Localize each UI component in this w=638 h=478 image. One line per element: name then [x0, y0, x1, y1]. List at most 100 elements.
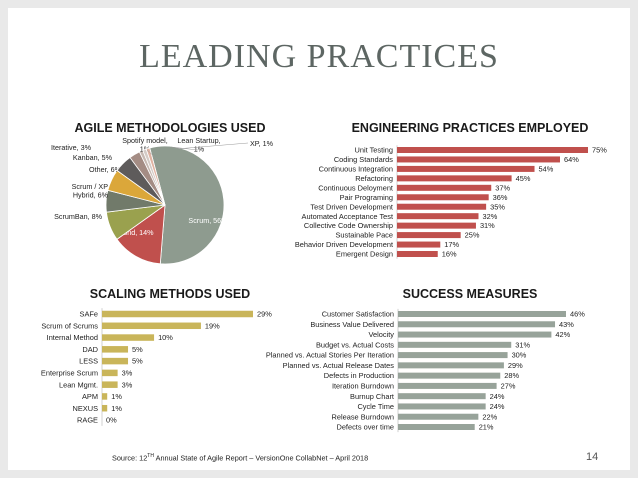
- bar-apm: [102, 393, 108, 400]
- bar-collective-code-ownership: [397, 222, 476, 229]
- value-label: 42%: [555, 330, 570, 339]
- page-number: 14: [586, 451, 599, 463]
- value-label: 19%: [205, 321, 220, 330]
- pie-label-hybrid: Hybrid, 14%: [114, 228, 154, 237]
- category-label: Cycle Time: [357, 402, 394, 411]
- pie-label-other: Other, 6%: [89, 165, 122, 174]
- bar-pair-programing: [397, 194, 489, 201]
- category-label: Release Burndown: [332, 412, 394, 421]
- bar-customer-satisfaction: [398, 311, 566, 317]
- pie-slice-xp: [145, 147, 166, 206]
- category-label: Collective Code Ownership: [304, 221, 393, 230]
- success-chart-title: SUCCESS MEASURES: [402, 287, 538, 301]
- category-label: LESS: [79, 357, 98, 366]
- value-label: 75%: [592, 146, 607, 155]
- pie-label-scrum-xp-hybrid: Scrum / XP Hybrid, 6%: [72, 182, 109, 200]
- value-label: 43%: [559, 320, 574, 329]
- pie-slice-scrum: [149, 145, 225, 265]
- category-label: Test Driven Development: [310, 202, 393, 211]
- category-label: Planned vs. Actual Release Dates: [283, 361, 395, 370]
- bar-budget-vs-actual-costs: [398, 341, 512, 348]
- value-label: 32%: [482, 212, 497, 221]
- value-label: 22%: [482, 412, 497, 421]
- category-label: APM: [82, 392, 98, 401]
- pie-label-kanban: Kanban, 5%: [73, 153, 113, 162]
- value-label: 21%: [479, 423, 494, 432]
- value-label: 29%: [508, 361, 523, 370]
- bar-emergent-design: [397, 251, 438, 257]
- pie-label-lean-startup: Lean Startup, 1%: [177, 136, 220, 154]
- category-label: Velocity: [369, 330, 395, 339]
- value-label: 10%: [158, 333, 173, 342]
- value-label: 1%: [111, 392, 122, 401]
- category-label: SAFe: [80, 310, 98, 319]
- category-label: Budget vs. Actual Costs: [316, 340, 394, 349]
- bar-burnup-chart: [398, 393, 486, 400]
- value-label: 3%: [122, 368, 133, 377]
- bar-continuous-integration: [397, 165, 535, 172]
- pie-label-iterative: Iterative, 3%: [51, 143, 92, 152]
- value-label: 24%: [490, 402, 505, 411]
- bar-lean-mgmt: [102, 381, 118, 388]
- category-label: Lean Mgmt.: [59, 380, 98, 389]
- category-label: Defects in Production: [324, 371, 394, 380]
- value-label: 36%: [493, 193, 508, 202]
- bar-unit-testing: [397, 147, 588, 153]
- category-label: Coding Standards: [334, 155, 393, 164]
- bar-automated-acceptance-test: [397, 213, 479, 220]
- bar-scrum-of-scrums: [102, 322, 201, 330]
- value-label: 25%: [465, 231, 480, 240]
- bar-sustainable-pace: [397, 232, 461, 239]
- category-label: Continuous Deloyment: [318, 183, 393, 192]
- bar-test-driven-development: [397, 203, 487, 210]
- source-prefix: Source: 12: [112, 453, 148, 463]
- category-label: Scrum of Scrums: [41, 321, 98, 330]
- value-label: 64%: [564, 155, 579, 164]
- category-label: Iteration Burndown: [332, 382, 394, 391]
- category-label: Sustainable Pace: [335, 231, 393, 240]
- value-label: 3%: [122, 380, 133, 389]
- source-rest: Annual State of Agile Report – VersionOn…: [153, 453, 369, 463]
- pie-label-scrumban: ScrumBan, 8%: [54, 212, 103, 221]
- value-label: 16%: [442, 250, 457, 259]
- category-label: Internal Method: [47, 333, 98, 342]
- bar-business-value-delivered: [398, 321, 556, 328]
- value-label: 29%: [257, 310, 272, 319]
- bar-defects-in-production: [398, 372, 501, 379]
- value-label: 27%: [501, 382, 516, 391]
- bar-iteration-burndown: [398, 382, 497, 389]
- value-label: 30%: [512, 351, 527, 360]
- bar-continuous-deloyment: [397, 184, 492, 191]
- pie-chart-title: AGILE METHODOLOGIES USED: [74, 121, 266, 135]
- value-label: 54%: [539, 165, 554, 174]
- value-label: 5%: [132, 345, 143, 354]
- bar-planned-vs-actual-stories-per-iteration: [398, 352, 508, 359]
- bar-nexus: [102, 404, 108, 412]
- category-label: Behavior Driven Development: [295, 240, 393, 249]
- bar-refactoring: [397, 175, 512, 182]
- value-label: 28%: [504, 371, 519, 380]
- category-label: Customer Satisfaction: [322, 310, 394, 319]
- category-label: Defects over time: [336, 423, 394, 432]
- engineering-chart-title: ENGINEERING PRACTICES EMPLOYED: [351, 121, 589, 135]
- value-label: 5%: [132, 357, 143, 366]
- value-label: 31%: [515, 340, 530, 349]
- value-label: 37%: [495, 183, 510, 192]
- bar-internal-method: [102, 334, 155, 341]
- category-label: Continuous Integration: [319, 165, 393, 174]
- bar-dad: [102, 346, 129, 353]
- value-label: 17%: [444, 240, 459, 249]
- category-label: NEXUS: [73, 404, 99, 413]
- bar-coding-standards: [397, 156, 560, 163]
- source-superscript: TH: [147, 453, 154, 459]
- slide-title: LEADING PRACTICES: [139, 38, 499, 75]
- value-label: 1%: [111, 404, 122, 413]
- category-label: RAGE: [77, 416, 98, 425]
- category-label: Unit Testing: [355, 146, 393, 155]
- pie-leader-line: [146, 149, 159, 161]
- pie-label-scrum: Scrum, 56%: [188, 216, 228, 225]
- bar-enterprise-scrum: [102, 369, 118, 377]
